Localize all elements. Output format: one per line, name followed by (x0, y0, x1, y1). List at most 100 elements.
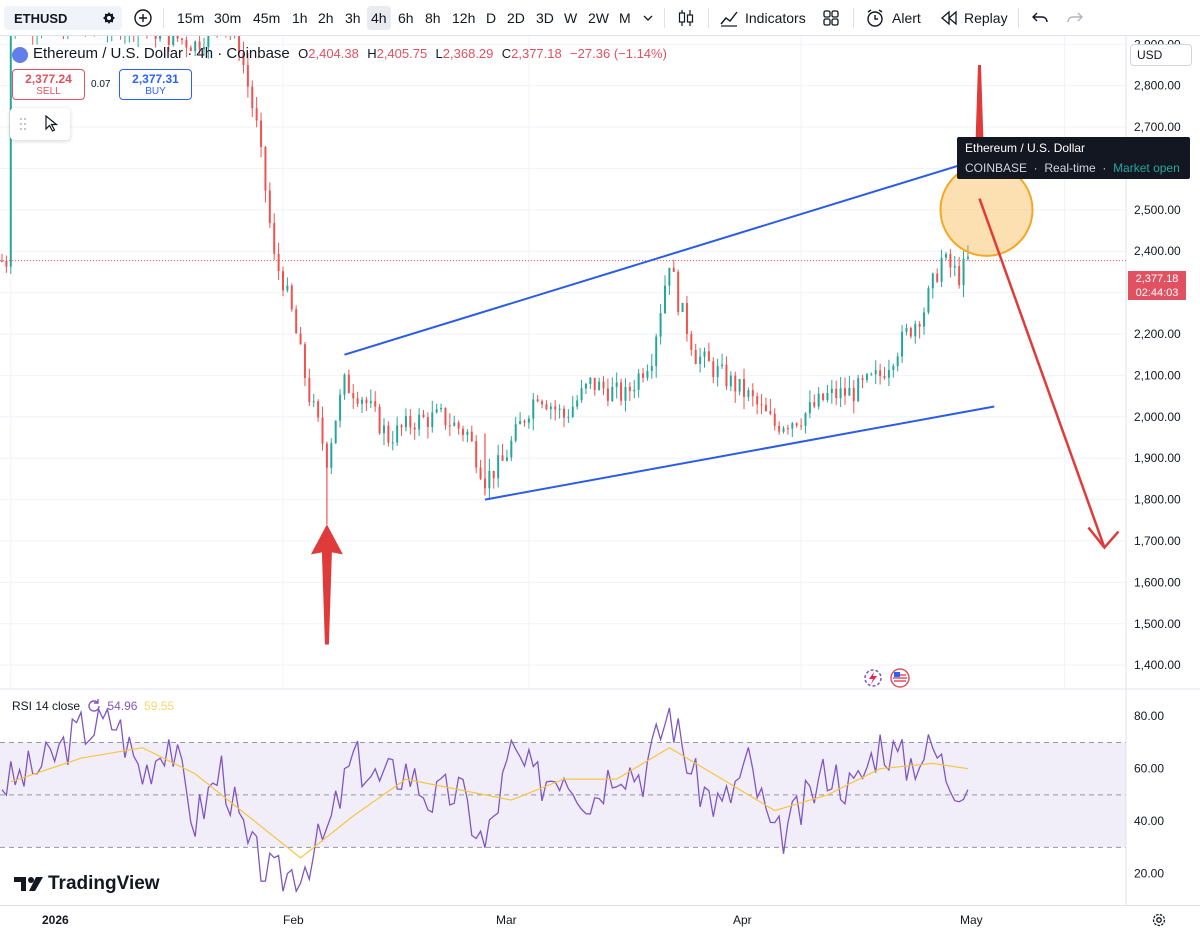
chart-settings-gear-icon[interactable] (1151, 912, 1167, 928)
interval-30m[interactable]: 30m (214, 10, 242, 26)
candles-icon[interactable] (676, 8, 696, 28)
cursor-arrow-icon[interactable] (44, 115, 60, 133)
replay-rewind-icon[interactable] (940, 10, 958, 26)
chevron-down-icon[interactable] (643, 14, 653, 22)
candle-body (488, 470, 491, 489)
candle-body (154, 36, 157, 39)
candle-body (334, 420, 337, 444)
us-flag-icon[interactable] (889, 667, 911, 689)
rsi-ma-value: 59.55 (144, 699, 175, 713)
price-chart[interactable]: 1,400.00 1,500.00 1,600.00 1,700.00 1,800.00… (0, 36, 1200, 690)
interval-4h[interactable]: 4h (367, 6, 391, 30)
tooltip-name: Ethereum / U.S. Dollar (965, 141, 1086, 155)
candle-body (936, 273, 939, 282)
interval-1h[interactable]: 1h (292, 10, 308, 26)
interval-2w[interactable]: 2W (588, 10, 609, 26)
candle-body (642, 373, 645, 378)
refresh-icon[interactable] (87, 698, 101, 712)
candle-body (602, 381, 605, 389)
candle-body (238, 36, 241, 53)
indicators-icon[interactable] (719, 8, 739, 28)
candle-body (466, 431, 469, 435)
candle-body (295, 309, 298, 334)
layout-grid-icon[interactable] (822, 9, 840, 27)
tooltip-status: Market open (1113, 161, 1180, 175)
candle-body (207, 36, 210, 48)
undo-icon[interactable] (1031, 10, 1049, 26)
add-symbol-icon[interactable] (134, 9, 152, 27)
candle-body (409, 415, 412, 428)
currency-selector[interactable]: USD (1130, 44, 1192, 66)
time-tick-2026: 2026 (42, 913, 69, 927)
candle-body (817, 393, 820, 407)
price-tick-label: 1,500.00 (1134, 617, 1181, 631)
candle-body (361, 399, 364, 404)
interval-w[interactable]: W (564, 10, 578, 26)
candle-body (721, 364, 724, 367)
sell-button[interactable]: 2,377.24 SELL (12, 69, 85, 100)
candle-body (286, 285, 289, 291)
low-value: 2,368.29 (442, 46, 494, 61)
candle-body (804, 413, 807, 427)
candle-body (883, 376, 886, 378)
candle-body (646, 370, 649, 378)
candle-body (887, 369, 890, 378)
candle-body (277, 253, 280, 272)
candle-body (242, 52, 245, 66)
candle-body (159, 36, 162, 39)
candle-body (505, 457, 508, 461)
candle-body (519, 420, 522, 425)
interval-2d[interactable]: 2D (507, 10, 525, 26)
interval-6h[interactable]: 6h (398, 10, 414, 26)
interval-45m[interactable]: 45m (253, 10, 281, 26)
buy-button[interactable]: 2,377.31 BUY (119, 69, 192, 100)
price-tick-label: 2,200.00 (1134, 327, 1181, 341)
rsi-tick-label: 80.00 (1134, 709, 1164, 723)
open-value: 2,404.38 (308, 46, 359, 61)
candle-body (800, 425, 803, 427)
candle-body (576, 400, 579, 407)
candle-body (492, 470, 495, 479)
high-value: 2,405.75 (376, 46, 428, 61)
interval-m[interactable]: M (619, 10, 631, 26)
settings-gear-icon[interactable] (102, 11, 116, 25)
alert-button[interactable]: Alert (892, 10, 921, 26)
price-tick-label: 1,400.00 (1134, 658, 1181, 672)
up-arrow-annotation (310, 524, 343, 645)
candle-body (440, 407, 443, 410)
rsi-tick-label: 40.00 (1134, 814, 1164, 828)
interval-3d[interactable]: 3D (536, 10, 554, 26)
sell-label: SELL (36, 86, 61, 97)
candle-body (9, 36, 12, 267)
symbol-search[interactable]: ETHUSD (4, 6, 122, 30)
time-tick-may: May (960, 913, 983, 927)
interval-d[interactable]: D (486, 10, 497, 26)
candle-body (501, 455, 504, 461)
candle-body (396, 425, 399, 443)
time-axis[interactable]: 2026 Feb Mar Apr May (0, 905, 1200, 935)
price-tick-label: 2,100.00 (1134, 368, 1181, 382)
interval-15m[interactable]: 15m (177, 10, 205, 26)
drag-handle-icon[interactable] (18, 116, 28, 132)
candle-body (782, 428, 785, 432)
candle-body (527, 418, 530, 423)
interval-3h[interactable]: 3h (345, 10, 361, 26)
drawing-toolbar (10, 108, 70, 140)
candle-body (514, 424, 517, 441)
candle-body (255, 108, 258, 121)
candle-body (637, 373, 640, 390)
time-tick-feb: Feb (283, 913, 304, 927)
interval-12h[interactable]: 12h (452, 10, 476, 26)
candle-body (764, 404, 767, 412)
replay-button[interactable]: Replay (964, 10, 1008, 26)
interval-2h[interactable]: 2h (318, 10, 334, 26)
events-lightning-icon[interactable] (862, 668, 884, 688)
candle-body (545, 404, 548, 410)
interval-8h[interactable]: 8h (425, 10, 441, 26)
candle-body (918, 323, 921, 327)
rsi-tick-label: 60.00 (1134, 762, 1164, 776)
indicators-button[interactable]: Indicators (745, 10, 806, 26)
alarm-clock-icon[interactable] (865, 8, 885, 28)
rsi-chart[interactable]: 20.00 40.00 60.00 80.00 (0, 690, 1200, 905)
redo-icon[interactable] (1066, 10, 1084, 26)
